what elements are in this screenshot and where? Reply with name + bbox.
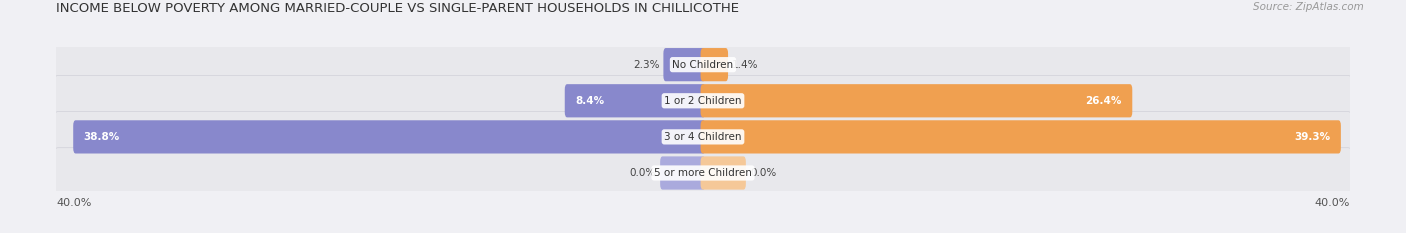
FancyBboxPatch shape (661, 156, 706, 190)
FancyBboxPatch shape (53, 112, 1353, 162)
Text: Source: ZipAtlas.com: Source: ZipAtlas.com (1253, 2, 1364, 12)
FancyBboxPatch shape (700, 120, 1341, 154)
Text: 0.0%: 0.0% (749, 168, 776, 178)
FancyBboxPatch shape (53, 39, 1353, 90)
FancyBboxPatch shape (700, 48, 728, 81)
FancyBboxPatch shape (700, 156, 745, 190)
Text: 40.0%: 40.0% (1315, 198, 1350, 208)
Text: No Children: No Children (672, 60, 734, 70)
FancyBboxPatch shape (53, 148, 1353, 198)
Text: INCOME BELOW POVERTY AMONG MARRIED-COUPLE VS SINGLE-PARENT HOUSEHOLDS IN CHILLIC: INCOME BELOW POVERTY AMONG MARRIED-COUPL… (56, 2, 740, 15)
FancyBboxPatch shape (73, 120, 706, 154)
Text: 0.0%: 0.0% (630, 168, 657, 178)
Text: 1.4%: 1.4% (733, 60, 759, 70)
Text: 26.4%: 26.4% (1085, 96, 1122, 106)
Text: 1 or 2 Children: 1 or 2 Children (664, 96, 742, 106)
FancyBboxPatch shape (565, 84, 706, 117)
Text: 38.8%: 38.8% (84, 132, 120, 142)
FancyBboxPatch shape (53, 75, 1353, 126)
Text: 40.0%: 40.0% (56, 198, 91, 208)
Text: 5 or more Children: 5 or more Children (654, 168, 752, 178)
FancyBboxPatch shape (664, 48, 706, 81)
Text: 39.3%: 39.3% (1295, 132, 1330, 142)
Text: 8.4%: 8.4% (575, 96, 605, 106)
Text: 3 or 4 Children: 3 or 4 Children (664, 132, 742, 142)
FancyBboxPatch shape (700, 84, 1132, 117)
Text: 2.3%: 2.3% (633, 60, 659, 70)
